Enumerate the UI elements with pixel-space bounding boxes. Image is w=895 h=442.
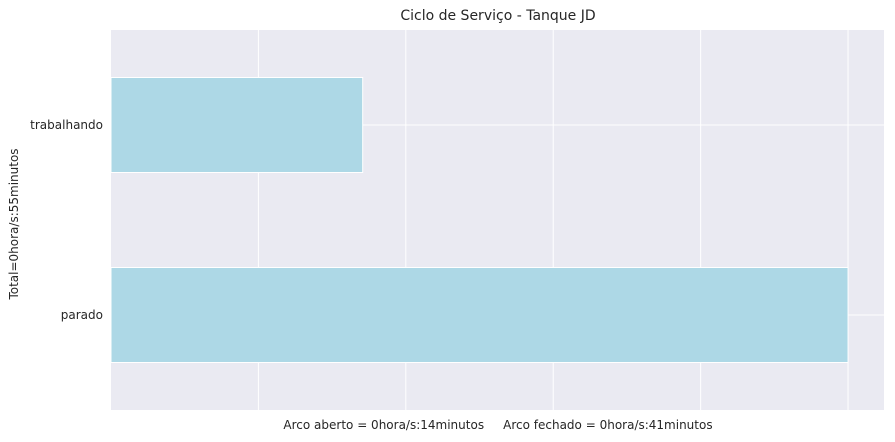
bar-trabalhando bbox=[110, 77, 364, 173]
chart-title: Ciclo de Serviço - Tanque JD bbox=[400, 8, 595, 24]
bar-parado bbox=[110, 267, 849, 363]
bars bbox=[110, 77, 849, 363]
y-tick-labels: trabalhando parado bbox=[30, 118, 103, 322]
x-axis-label: Arco aberto = 0hora/s:14minutos Arco fec… bbox=[283, 418, 712, 432]
y-tick-label-trabalhando: trabalhando bbox=[30, 118, 103, 132]
y-tick-label-parado: parado bbox=[61, 308, 103, 322]
y-axis-label: Total=0hora/s:55minutos bbox=[7, 148, 21, 300]
